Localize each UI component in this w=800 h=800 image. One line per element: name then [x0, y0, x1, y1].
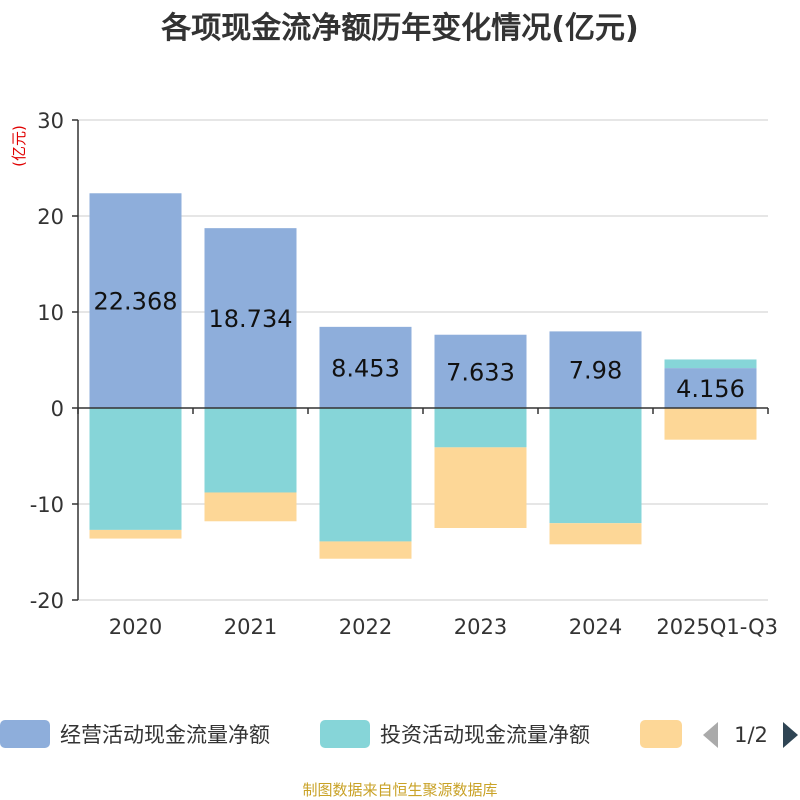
bar-series1-2023[interactable] [434, 408, 527, 448]
bar-series2-2023[interactable] [434, 447, 527, 528]
bar-series0-2024[interactable] [549, 331, 642, 408]
y-tick-label: -20 [30, 589, 64, 613]
bar-series1-2024[interactable] [549, 408, 642, 524]
x-tick-label: 2020 [109, 615, 162, 639]
bars [89, 193, 757, 559]
bar-series0-2023[interactable] [434, 334, 527, 408]
bar-series1-2022[interactable] [319, 408, 412, 542]
data-label: 8.453 [331, 354, 400, 382]
bar-series1-2025Q1-Q3[interactable] [664, 359, 757, 369]
y-tick-label: 30 [37, 109, 64, 133]
legend-prev-icon[interactable] [703, 722, 718, 748]
y-tick-label: 0 [51, 397, 64, 421]
x-tick-label: 2024 [569, 615, 622, 639]
bar-series2-2024[interactable] [549, 523, 642, 545]
bar-series1-2020[interactable] [89, 408, 182, 530]
legend-item-investing[interactable]: 投资活动现金流量净额 [320, 720, 590, 748]
bar-series0-2025Q1-Q3[interactable] [664, 368, 757, 408]
data-labels: 22.368 18.734 8.453 7.633 7.98 4.156 [94, 288, 745, 403]
grid-lines [78, 119, 768, 601]
bar-series2-2022[interactable] [319, 541, 412, 559]
axes [72, 119, 769, 601]
data-label: 7.633 [446, 358, 515, 386]
x-tick-label: 2021 [224, 615, 277, 639]
legend-label-investing: 投资活动现金流量净额 [380, 723, 590, 747]
y-axis-label: (亿元) [10, 125, 28, 167]
y-tick-labels: 30 20 10 0 -10 -20 [30, 109, 64, 613]
bar-series2-2020[interactable] [89, 529, 182, 539]
legend-label-operating: 经营活动现金流量净额 [60, 723, 270, 747]
legend-swatch-operating [0, 720, 50, 748]
y-tick-label: -10 [30, 493, 64, 517]
data-label: 18.734 [209, 305, 293, 333]
bar-series1-2021[interactable] [204, 408, 297, 493]
x-tick-label: 2023 [454, 615, 507, 639]
source-note: 制图数据来自恒生聚源数据库 [302, 781, 497, 799]
x-tick-label: 2025Q1-Q3 [656, 615, 778, 639]
chart-title: 各项现金流净额历年变化情况(亿元) [160, 11, 638, 46]
legend-next-icon[interactable] [783, 722, 798, 748]
bar-series0-2020[interactable] [89, 193, 182, 408]
y-tick-label: 10 [37, 301, 64, 325]
bar-series2-2025Q1-Q3[interactable] [664, 408, 757, 440]
y-tick-label: 20 [37, 205, 64, 229]
bar-series0-2022[interactable] [319, 326, 412, 408]
legend-swatch-investing [320, 720, 370, 748]
legend-item-operating[interactable]: 经营活动现金流量净额 [0, 720, 270, 748]
legend-swatch-financing [640, 720, 682, 748]
legend-page-indicator: 1/2 [734, 723, 768, 747]
legend-item-financing[interactable] [640, 720, 682, 748]
x-tick-label: 2022 [339, 615, 392, 639]
bar-series0-2021[interactable] [204, 228, 297, 408]
bar-series2-2021[interactable] [204, 492, 297, 522]
legend: 经营活动现金流量净额 投资活动现金流量净额 1/2 [0, 720, 798, 748]
data-label: 22.368 [94, 288, 178, 316]
data-label: 4.156 [676, 375, 745, 403]
data-label: 7.98 [569, 357, 622, 385]
x-tick-labels: 2020 2021 2022 2023 2024 2025Q1-Q3 [109, 615, 778, 639]
